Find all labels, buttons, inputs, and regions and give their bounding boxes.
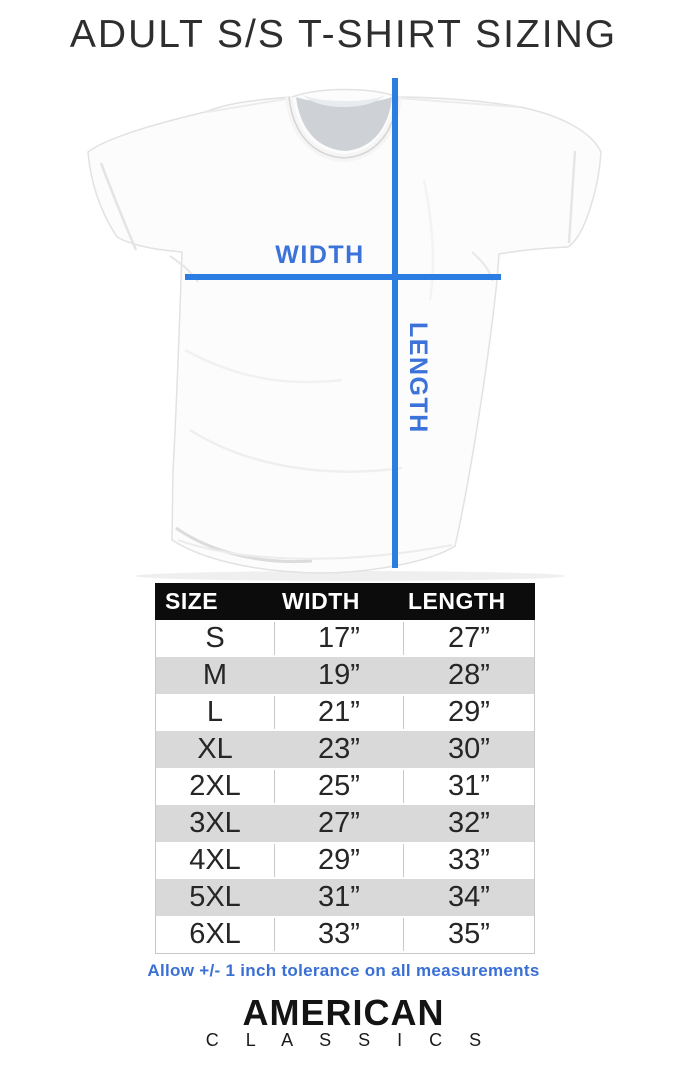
size-cell: S: [205, 622, 225, 654]
width-label: WIDTH: [275, 241, 365, 269]
size-cell: 6XL: [189, 918, 241, 950]
size-table: SIZE WIDTH LENGTH S 17” 27” M 19” 28” L …: [155, 583, 535, 954]
length-cell: 32”: [448, 807, 490, 839]
width-cell: 27”: [318, 807, 360, 839]
size-cell: 5XL: [189, 881, 241, 913]
table-row: 4XL 29” 33”: [156, 842, 534, 879]
tolerance-note: Allow +/- 1 inch tolerance on all measur…: [147, 961, 540, 980]
size-cell: L: [206, 696, 224, 728]
table-row: S 17” 27”: [156, 620, 534, 657]
width-cell: 25”: [274, 770, 403, 803]
width-cell: 29”: [274, 844, 403, 877]
length-measure-line: [392, 78, 398, 568]
length-cell: 30”: [448, 733, 490, 765]
tshirt-image: [87, 88, 602, 581]
brand-logo: AMERICAN C L A S S I C S: [0, 992, 687, 1050]
table-row: 2XL 25” 31”: [156, 768, 534, 805]
page-title: ADULT S/S T-SHIRT SIZING: [69, 13, 618, 56]
width-cell: 21”: [274, 696, 403, 729]
size-table-header: SIZE WIDTH LENGTH: [155, 583, 535, 620]
brand-name: AMERICAN: [242, 992, 445, 1033]
width-cell: 17”: [274, 622, 403, 655]
length-label: LENGTH: [404, 322, 432, 434]
table-row: XL 23” 30”: [156, 731, 534, 768]
width-cell: 19”: [318, 659, 360, 691]
width-cell: 33”: [274, 918, 403, 951]
header-length: LENGTH: [408, 588, 506, 614]
length-cell: 35”: [403, 918, 534, 951]
length-cell: 27”: [403, 622, 534, 655]
length-cell: 29”: [403, 696, 534, 729]
table-row: M 19” 28”: [156, 657, 534, 694]
width-cell: 31”: [318, 881, 360, 913]
size-cell: 2XL: [189, 770, 241, 802]
length-cell: 28”: [448, 659, 490, 691]
width-measure-line: [185, 274, 501, 280]
length-cell: 31”: [403, 770, 534, 803]
header-width: WIDTH: [282, 588, 360, 614]
length-cell: 33”: [403, 844, 534, 877]
header-size: SIZE: [165, 588, 219, 614]
size-cell: 3XL: [189, 807, 241, 839]
width-cell: 23”: [318, 733, 360, 765]
table-row: 5XL 31” 34”: [156, 879, 534, 916]
size-cell: 4XL: [189, 844, 241, 876]
size-cell: M: [202, 659, 228, 691]
brand-subname: C L A S S I C S: [205, 1030, 493, 1050]
table-row: L 21” 29”: [156, 694, 534, 731]
size-cell: XL: [197, 733, 233, 765]
table-row: 3XL 27” 32”: [156, 805, 534, 842]
length-cell: 34”: [448, 881, 490, 913]
table-row: 6XL 33” 35”: [156, 916, 534, 953]
size-table-body: S 17” 27” M 19” 28” L 21” 29” XL 23” 30”…: [156, 620, 534, 953]
